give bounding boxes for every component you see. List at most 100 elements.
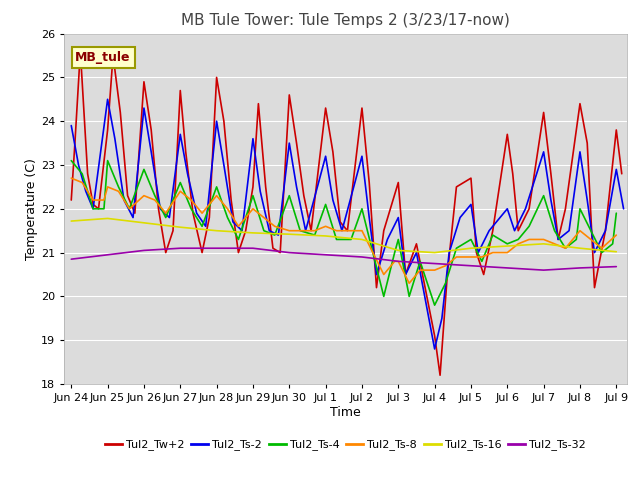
Tul2_Ts-8 — [78, 180, 86, 185]
Text: MB_tule: MB_tule — [76, 51, 131, 64]
Tul2_Ts-8 — [212, 193, 220, 199]
Tul2_Ts-4 — [177, 180, 184, 185]
Tul2_Ts-8 — [598, 245, 605, 251]
Tul2_Ts-2 — [431, 346, 438, 352]
Tul2_Ts-8 — [515, 241, 522, 247]
Tul2_Ts-8 — [198, 210, 206, 216]
Tul2_Ts-32 — [576, 265, 584, 271]
Tul2_Ts-32 — [504, 265, 511, 271]
Tul2_Ts-4 — [550, 228, 558, 234]
Tul2_Ts-4 — [212, 184, 220, 190]
Tul2_Ts-16 — [67, 218, 75, 224]
Tul2_Ts-4 — [504, 241, 511, 247]
Tul2_Ts-4 — [188, 206, 195, 212]
Tul2_Ts-4 — [525, 223, 533, 229]
Tul2_Ts-8 — [612, 232, 620, 238]
Tul2_Ts-16 — [104, 216, 111, 221]
Tul2_Ts-4 — [489, 232, 497, 238]
Tul2_Ts-32 — [177, 245, 184, 251]
Tul2_Ts-4 — [311, 232, 319, 238]
Tul2_Ts-8 — [576, 228, 584, 234]
Legend: Tul2_Tw+2, Tul2_Ts-2, Tul2_Ts-4, Tul2_Ts-8, Tul2_Ts-16, Tul2_Ts-32: Tul2_Tw+2, Tul2_Ts-2, Tul2_Ts-4, Tul2_Ts… — [100, 435, 591, 455]
Tul2_Ts-4 — [67, 158, 75, 164]
Tul2_Ts-4 — [540, 193, 547, 199]
Tul2_Ts-4 — [235, 237, 243, 242]
Tul2_Ts-32 — [322, 252, 330, 258]
Tul2_Ts-4 — [125, 206, 133, 212]
Tul2_Ts-8 — [442, 263, 449, 269]
Tul2_Ts-16 — [431, 250, 438, 255]
Tul2_Ts-16 — [322, 233, 330, 239]
Tul2_Ts-32 — [285, 250, 293, 255]
Tul2_Ts-2 — [67, 123, 75, 129]
Line: Tul2_Ts-16: Tul2_Ts-16 — [71, 218, 616, 252]
Tul2_Ts-4 — [431, 302, 438, 308]
Tul2_Ts-8 — [285, 228, 293, 234]
Tul2_Ts-16 — [394, 248, 402, 253]
Tul2_Ts-32 — [394, 258, 402, 264]
Tul2_Ts-8 — [115, 189, 122, 194]
Tul2_Ts-8 — [561, 245, 569, 251]
Tul2_Tw+2 — [561, 206, 569, 212]
Tul2_Ts-8 — [162, 210, 170, 216]
Tul2_Ts-4 — [285, 193, 293, 199]
Tul2_Ts-32 — [540, 267, 547, 273]
Tul2_Ts-2 — [212, 119, 220, 124]
Tul2_Tw+2 — [576, 101, 584, 107]
Tul2_Tw+2 — [584, 140, 591, 146]
Tul2_Ts-8 — [177, 189, 184, 194]
Tul2_Ts-2 — [467, 202, 475, 207]
Tul2_Ts-8 — [271, 223, 278, 229]
Tul2_Ts-8 — [296, 228, 304, 234]
Y-axis label: Temperature (C): Temperature (C) — [25, 158, 38, 260]
Tul2_Ts-16 — [249, 230, 257, 236]
Tul2_Tw+2 — [509, 171, 516, 177]
Tul2_Ts-8 — [550, 241, 558, 247]
Tul2_Ts-4 — [576, 206, 584, 212]
Tul2_Ts-4 — [151, 193, 159, 199]
Tul2_Ts-4 — [333, 237, 340, 242]
Tul2_Ts-8 — [504, 250, 511, 255]
Tul2_Ts-8 — [89, 197, 97, 203]
Tul2_Ts-8 — [467, 254, 475, 260]
Tul2_Ts-8 — [311, 228, 319, 234]
Tul2_Ts-8 — [322, 223, 330, 229]
Tul2_Ts-8 — [333, 228, 340, 234]
Line: Tul2_Ts-4: Tul2_Ts-4 — [71, 161, 616, 305]
Tul2_Ts-2 — [82, 189, 90, 194]
Tul2_Tw+2 — [67, 197, 75, 203]
Tul2_Ts-2 — [104, 96, 111, 102]
Tul2_Ts-8 — [249, 206, 257, 212]
Tul2_Ts-8 — [587, 237, 595, 242]
Tul2_Ts-4 — [609, 241, 616, 247]
Tul2_Ts-2 — [620, 206, 627, 212]
Tul2_Ts-16 — [612, 249, 620, 254]
Tul2_Ts-2 — [89, 206, 97, 212]
Tul2_Ts-8 — [431, 267, 438, 273]
Tul2_Ts-4 — [260, 228, 268, 234]
Tul2_Ts-8 — [104, 184, 111, 190]
Tul2_Ts-16 — [358, 237, 366, 242]
Tul2_Ts-4 — [348, 237, 355, 242]
Tul2_Ts-16 — [504, 243, 511, 249]
Tul2_Ts-4 — [369, 250, 377, 255]
Tul2_Ts-4 — [442, 280, 449, 286]
Tul2_Ts-8 — [260, 215, 268, 220]
Tul2_Ts-16 — [540, 241, 547, 247]
Tul2_Ts-16 — [576, 245, 584, 251]
Tul2_Ts-4 — [358, 206, 366, 212]
Tul2_Ts-4 — [394, 237, 402, 242]
Tul2_Ts-8 — [391, 258, 399, 264]
Tul2_Ts-8 — [223, 206, 231, 212]
Tul2_Ts-8 — [478, 254, 486, 260]
Tul2_Ts-32 — [431, 261, 438, 266]
Tul2_Ts-4 — [78, 171, 86, 177]
Tul2_Ts-4 — [104, 158, 111, 164]
Tul2_Ts-4 — [405, 293, 413, 300]
Tul2_Ts-8 — [394, 258, 402, 264]
Tul2_Ts-8 — [140, 193, 148, 199]
Tul2_Ts-4 — [478, 258, 486, 264]
Tul2_Ts-8 — [405, 280, 413, 286]
Line: Tul2_Ts-2: Tul2_Ts-2 — [71, 99, 623, 349]
Tul2_Ts-4 — [223, 215, 231, 220]
